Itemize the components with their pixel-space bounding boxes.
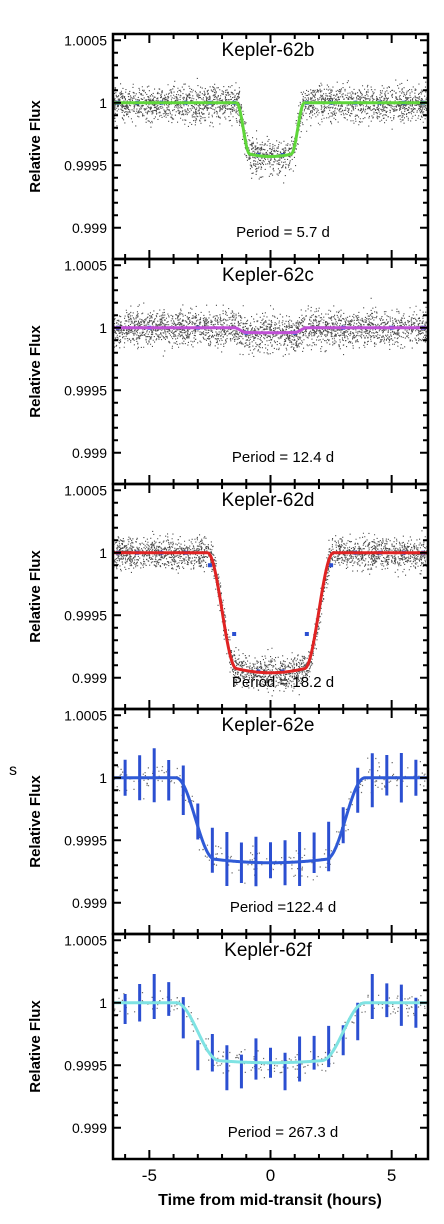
y-axis-label: Relative Flux xyxy=(27,550,44,643)
data-layer xyxy=(113,974,428,1091)
binned-point xyxy=(207,563,212,568)
model-curve xyxy=(113,1001,428,1065)
y-axis-label: Relative Flux xyxy=(27,775,44,868)
y-tick-label: 1.0005 xyxy=(64,707,107,723)
binned-point xyxy=(304,632,309,636)
y-tick-label: 0.9995 xyxy=(64,832,107,848)
period-label: Period = 267.3 d xyxy=(228,1124,339,1141)
panel-title: Kepler-62e xyxy=(222,715,315,736)
y-tick-label: 0.9995 xyxy=(64,1057,107,1073)
model-curve xyxy=(113,551,428,675)
y-tick-label: 1.0005 xyxy=(64,257,107,273)
panel-title: Kepler-62d xyxy=(222,490,315,511)
panel-title: Kepler-62c xyxy=(222,265,314,286)
y-tick-label: 0.999 xyxy=(72,445,107,461)
panel-title: Kepler-62b xyxy=(222,40,315,61)
period-label: Period =122.4 d xyxy=(230,899,336,916)
data-layer xyxy=(113,530,428,697)
y-tick-label: 0.9995 xyxy=(64,607,107,623)
binned-point xyxy=(329,563,334,568)
y-tick-label: 1 xyxy=(99,770,107,786)
panel-kepler-62e: 1.0005 1 0.9995 0.999 Relative Flux Kepler-62… xyxy=(27,707,430,936)
panel-kepler-62f: 1.0005 1 0.9995 0.999 Relative Flux Kepler-62… xyxy=(27,932,430,1161)
panel-kepler-62c: 1.0005 1 0.9995 0.999 Relative Flux Kepler-62… xyxy=(27,257,430,486)
y-tick-label: 1.0005 xyxy=(64,32,107,48)
y-tick-label: 1.0005 xyxy=(64,932,107,948)
raw-data-points xyxy=(113,297,428,357)
y-tick-label: 0.999 xyxy=(72,1120,107,1136)
y-tick-label: 0.999 xyxy=(72,895,107,911)
panel-kepler-62b: 1.0005 1 0.9995 0.999 Relative Flux Kepler-62… xyxy=(27,32,430,261)
stray-text: s xyxy=(9,762,17,779)
x-axis-label: Time from mid-transit (hours) xyxy=(158,1192,382,1209)
panel-title: Kepler-62f xyxy=(224,940,312,961)
data-layer xyxy=(113,77,428,184)
y-tick-label: 1 xyxy=(99,320,107,336)
y-axis-label: Relative Flux xyxy=(27,1000,44,1093)
model-curve xyxy=(113,326,428,335)
data-layer xyxy=(113,748,428,887)
x-tick-label: 5 xyxy=(387,1166,396,1185)
x-tick-label: -5 xyxy=(142,1166,157,1185)
panel-kepler-62d: 1.0005 1 0.9995 0.999 Relative Flux Kepler-62… xyxy=(27,482,430,711)
y-tick-label: 1 xyxy=(99,545,107,561)
period-label: Period = 5.7 d xyxy=(236,224,330,241)
model-curve xyxy=(113,101,428,158)
period-label: Period = 12.4 d xyxy=(232,449,334,466)
binned-point xyxy=(232,632,237,636)
y-tick-label: 1.0005 xyxy=(64,482,107,498)
y-tick-label: 0.999 xyxy=(72,670,107,686)
y-tick-label: 1 xyxy=(99,995,107,1011)
y-tick-label: 0.9995 xyxy=(64,157,107,173)
y-axis-label: Relative Flux xyxy=(27,100,44,193)
y-axis-label: Relative Flux xyxy=(27,325,44,418)
y-tick-label: 0.999 xyxy=(72,220,107,236)
y-tick-label: 0.9995 xyxy=(64,382,107,398)
raw-data-points xyxy=(113,77,428,184)
model-curve xyxy=(113,776,428,865)
data-layer xyxy=(113,297,428,357)
y-tick-label: 1 xyxy=(99,95,107,111)
x-tick-label: 0 xyxy=(266,1166,275,1185)
period-label: Period = 18.2 d xyxy=(232,674,334,691)
